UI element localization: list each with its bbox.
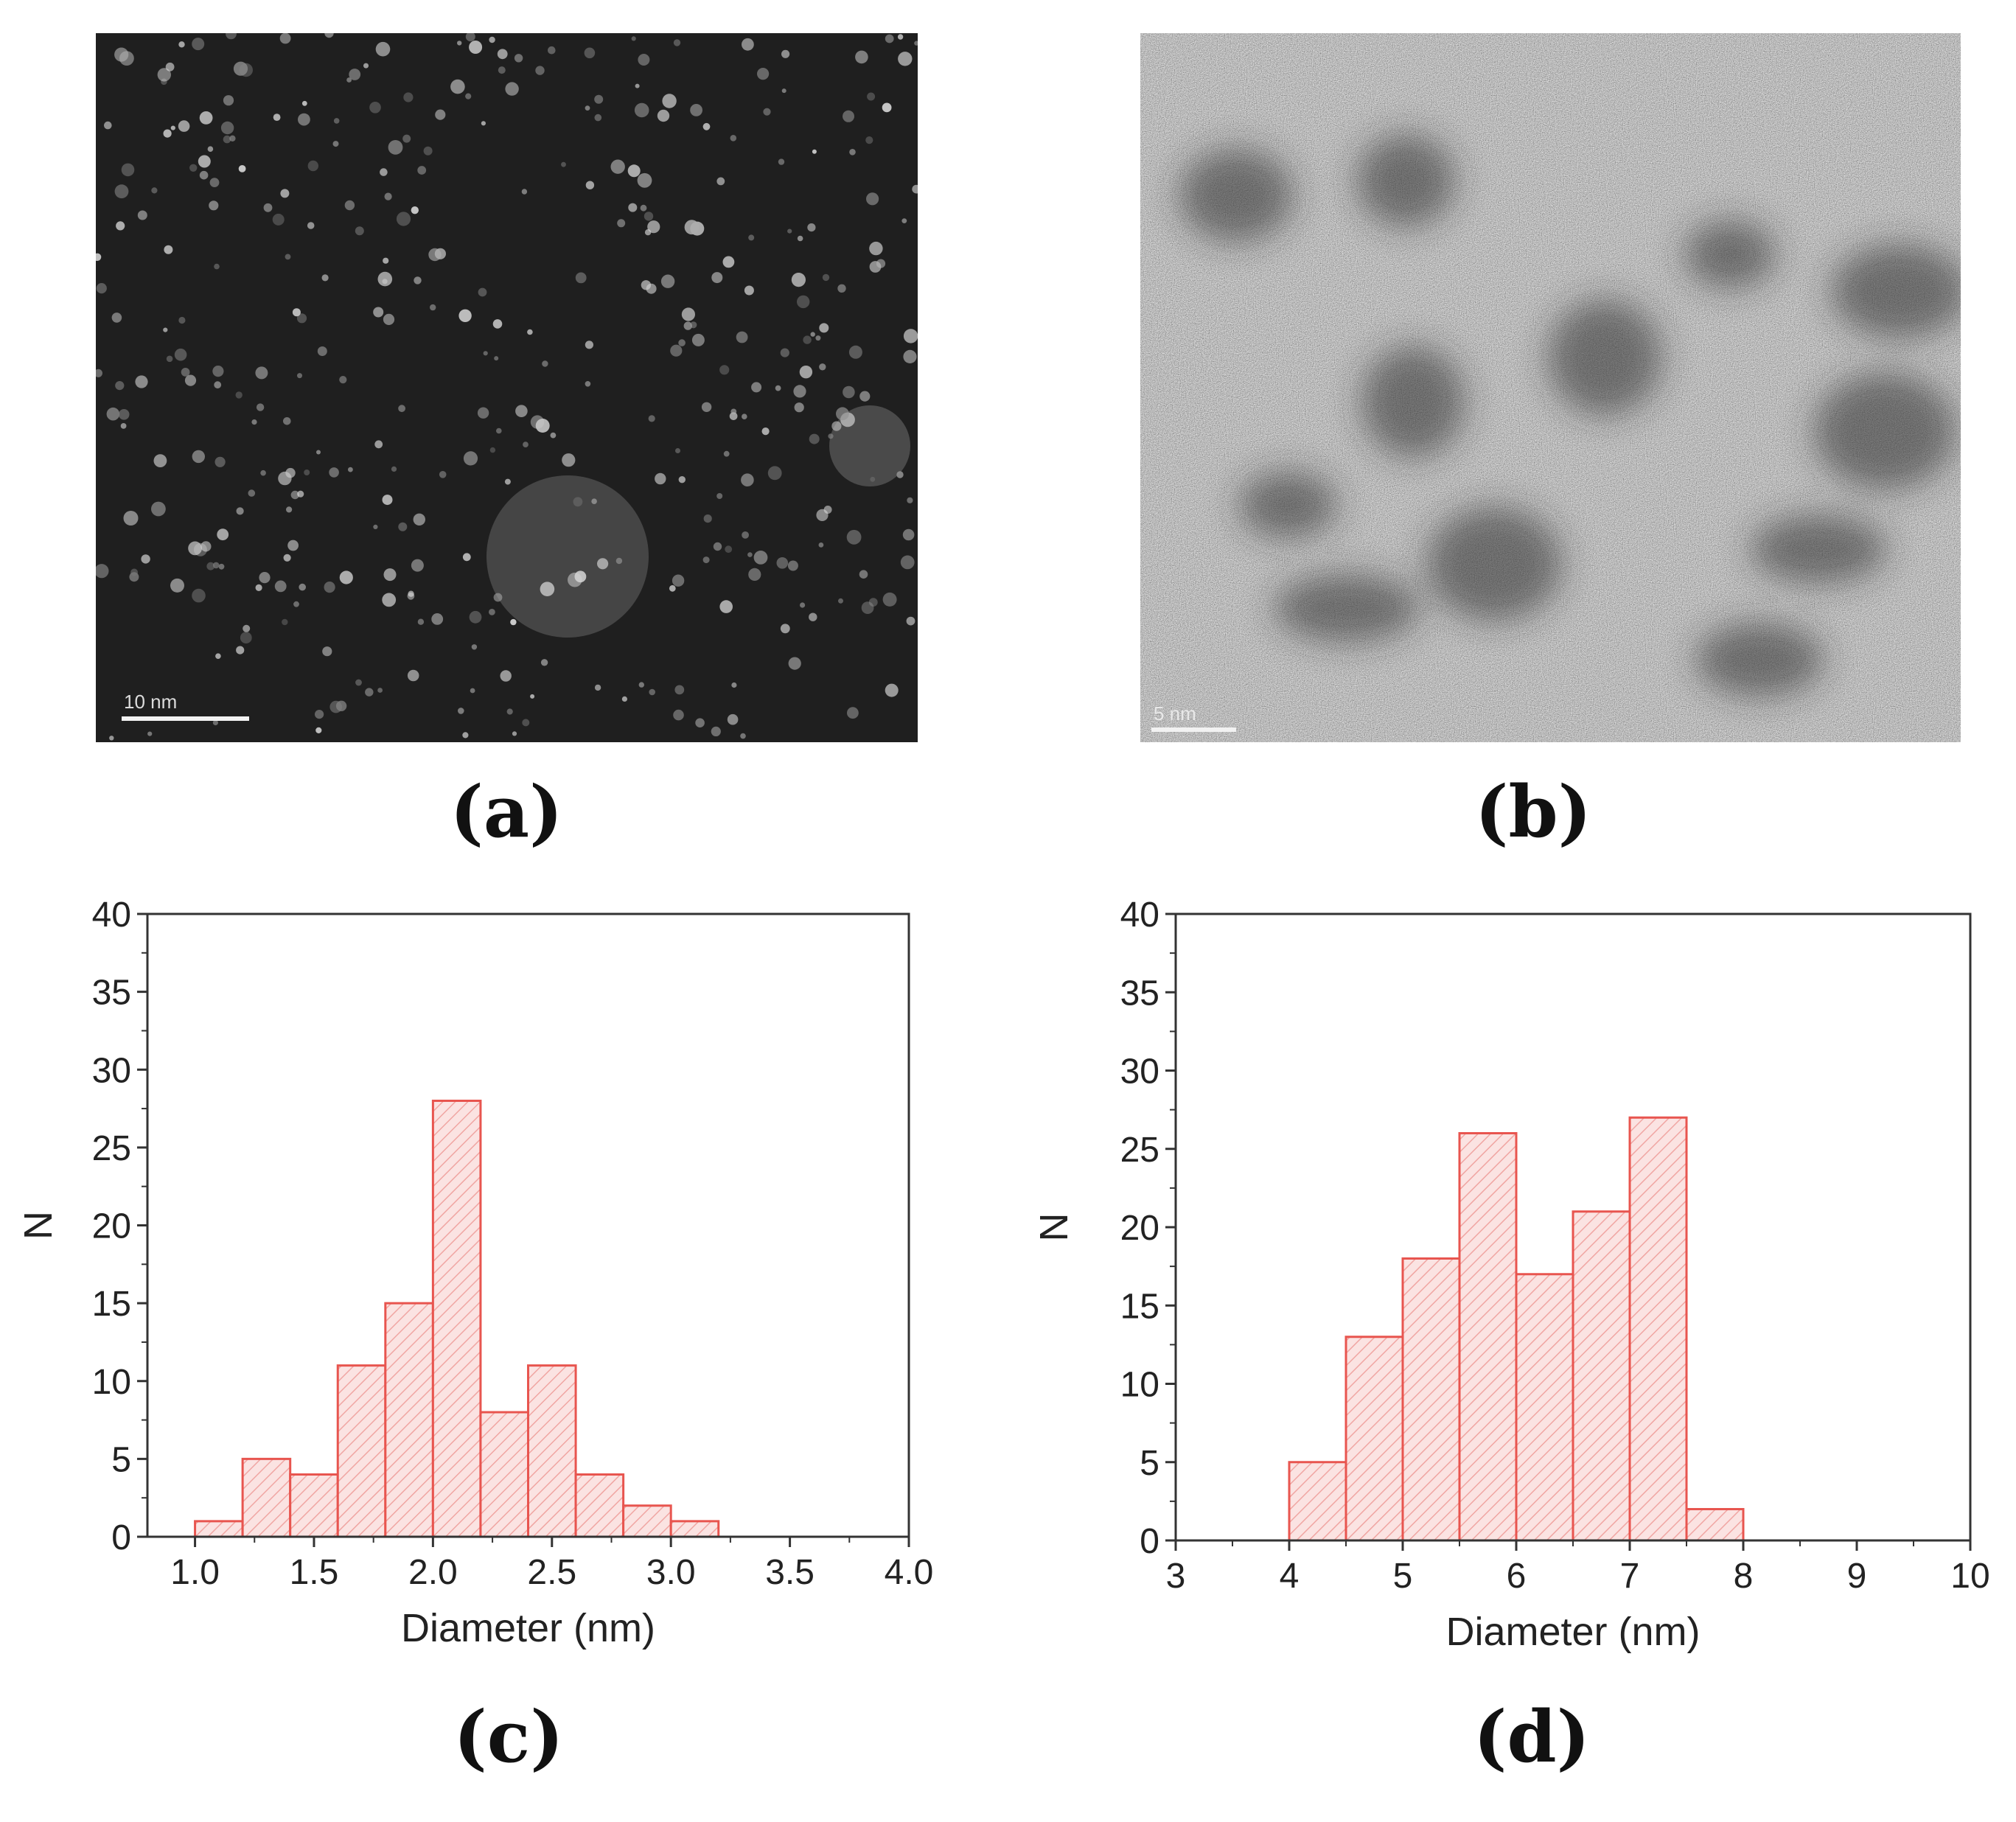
- histogram-d-svg: 0 5 10 15 20 25 30 35 40 3 4 5 6 7 8 9 10 Diameter (nm) N: [1032, 896, 1990, 1654]
- panel-label-b: (b): [1475, 770, 1591, 854]
- histogram-d-bar: [1401, 1257, 1461, 1542]
- histogram-d-bar: [1344, 1336, 1404, 1542]
- histogram-c-ytick-label: 10: [92, 1363, 131, 1402]
- histogram-c-xtick-label: 4.0: [885, 1553, 934, 1592]
- scalebar-b-label: 5 nm: [1154, 702, 1196, 725]
- histogram-c-xtick-label: 1.5: [290, 1553, 339, 1592]
- scalebar-a-label: 10 nm: [124, 691, 177, 713]
- histogram-c-xtick-label: 2.0: [408, 1553, 458, 1592]
- panel-label-d: (d): [1473, 1695, 1590, 1779]
- histogram-c: 0 5 10 15 20 25 30 35 40 1.0 1.5 2.0 2.5 3.0 3.5 4.0 Dia…: [0, 881, 973, 1695]
- histogram-c-xlabel: Diameter (nm): [401, 1606, 655, 1650]
- histogram-c-bar: [479, 1411, 529, 1538]
- histogram-c-xtick-label: 3.0: [646, 1553, 696, 1592]
- histogram-c-ytick-label: 15: [92, 1285, 131, 1324]
- histogram-c-bar: [336, 1364, 387, 1538]
- histogram-d-bar: [1515, 1273, 1574, 1542]
- histogram-c-ytick-label: 40: [92, 896, 131, 935]
- histogram-d-bar: [1628, 1116, 1688, 1542]
- panel-label-a: (a): [450, 770, 563, 854]
- histogram-d-ytick-label: 35: [1120, 974, 1159, 1013]
- histogram-d-ytick-label: 40: [1120, 896, 1159, 935]
- micrograph-a-image: 10 nm: [96, 33, 918, 742]
- histogram-d: 0 5 10 15 20 25 30 35 40 3 4 5 6 7 8 9 10 Diameter (nm) N: [1017, 881, 2016, 1695]
- histogram-d-xlabel: Diameter (nm): [1445, 1610, 1700, 1654]
- histogram-d-xtick-label: 10: [1950, 1557, 1989, 1596]
- histogram-c-ytick-label: 5: [111, 1440, 131, 1479]
- histogram-d-ytick-label: 10: [1120, 1366, 1159, 1405]
- histogram-d-bar: [1572, 1210, 1631, 1542]
- histogram-c-bar: [241, 1457, 292, 1538]
- histogram-c-bar: [289, 1473, 339, 1538]
- histogram-d-ytick-label: 30: [1120, 1053, 1159, 1092]
- histogram-c-ytick-label: 20: [92, 1207, 131, 1246]
- micrograph-a: 10 nm: [96, 33, 918, 742]
- histogram-c-bar: [431, 1100, 482, 1538]
- histogram-c-bar: [527, 1364, 577, 1538]
- histogram-d-bar: [1458, 1132, 1518, 1542]
- histogram-c-bar: [622, 1504, 672, 1538]
- histogram-d-bar: [1288, 1461, 1347, 1542]
- histogram-c-bar: [574, 1473, 625, 1538]
- histogram-c-bar: [194, 1520, 244, 1538]
- histogram-c-xtick-label: 3.5: [765, 1553, 815, 1592]
- histogram-d-ytick-label: 20: [1120, 1209, 1159, 1248]
- histogram-c-ytick-label: 35: [92, 974, 131, 1013]
- histogram-d-xtick-label: 5: [1393, 1557, 1413, 1596]
- histogram-d-ytick-label: 25: [1120, 1131, 1159, 1170]
- histogram-d-xtick-label: 8: [1734, 1557, 1754, 1596]
- histogram-c-xtick-label: 1.0: [170, 1553, 220, 1592]
- histogram-d-xtick-label: 9: [1847, 1557, 1867, 1596]
- histogram-d-ytick-label: 5: [1140, 1444, 1159, 1483]
- histogram-c-bar: [669, 1520, 720, 1538]
- histogram-d-ytick-label: 15: [1120, 1287, 1159, 1326]
- histogram-c-bar: [384, 1302, 434, 1538]
- panel-label-c: (c): [453, 1695, 564, 1779]
- histogram-d-bar: [1685, 1508, 1745, 1542]
- micrograph-b-image: 5 nm: [1140, 33, 1961, 742]
- micrograph-b: 5 nm: [1140, 33, 1961, 742]
- histogram-c-ylabel: N: [16, 1211, 60, 1240]
- histogram-c-svg: 0 5 10 15 20 25 30 35 40 1.0 1.5 2.0 2.5 3.0 3.5 4.0 Dia…: [16, 896, 934, 1650]
- histogram-d-xtick-label: 4: [1280, 1557, 1300, 1596]
- histogram-d-xtick-label: 6: [1507, 1557, 1527, 1596]
- histogram-d-xtick-label: 3: [1166, 1557, 1186, 1596]
- histogram-c-ytick-label: 25: [92, 1129, 131, 1168]
- histogram-c-xtick-label: 2.5: [527, 1553, 576, 1592]
- histogram-d-xtick-label: 7: [1620, 1557, 1640, 1596]
- histogram-d-ylabel: N: [1032, 1213, 1076, 1242]
- histogram-c-ytick-label: 0: [111, 1518, 131, 1557]
- histogram-c-ytick-label: 30: [92, 1051, 131, 1090]
- histogram-d-ytick-label: 0: [1140, 1522, 1159, 1561]
